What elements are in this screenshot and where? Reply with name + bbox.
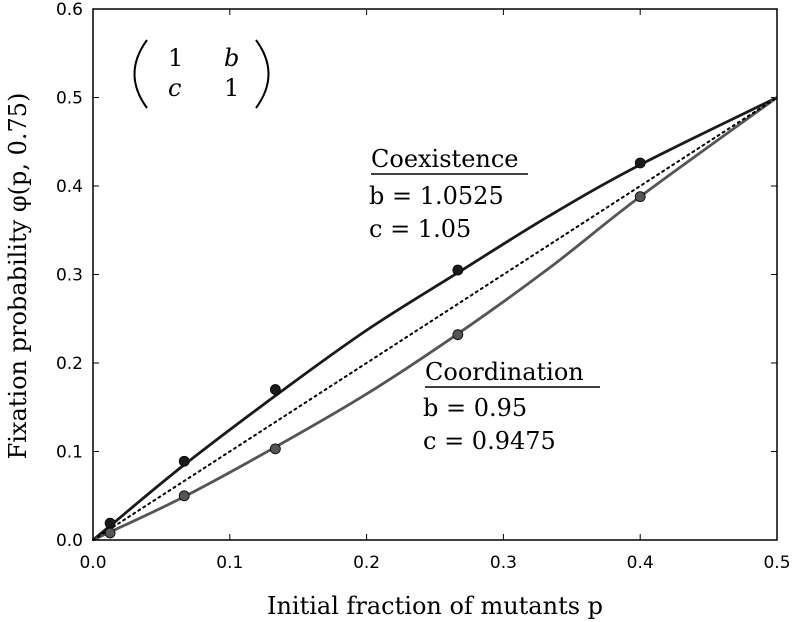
coexistence-heading: Coexistence	[371, 145, 519, 173]
matrix-right-paren	[255, 39, 270, 109]
x-tick-label: 0.5	[763, 553, 790, 573]
x-axis-label: Initial fraction of mutants p	[267, 592, 603, 620]
y-tick-label: 0.5	[56, 89, 83, 109]
coordination-b: b = 0.95	[423, 394, 527, 422]
coexistence-b: b = 1.0525	[369, 182, 504, 210]
y-tick-label: 0.0	[56, 531, 83, 551]
annotation-coexistence: Coexistence b = 1.0525 c = 1.05	[369, 145, 528, 243]
series-points	[104, 157, 646, 539]
x-tick-label: 0.4	[627, 553, 654, 573]
matrix-a11: 1	[168, 44, 183, 72]
matrix-a21: c	[168, 74, 181, 102]
coordination-c: c = 0.9475	[423, 427, 556, 455]
coexistence-point	[178, 455, 190, 467]
y-tick-label: 0.2	[56, 354, 83, 374]
y-tick-label: 0.1	[56, 443, 83, 463]
series-curves	[92, 96, 778, 542]
x-tick-label: 0.0	[79, 553, 106, 573]
y-tick-label: 0.6	[56, 0, 83, 20]
coordination-point	[104, 527, 116, 539]
coexistence-point	[634, 157, 646, 169]
coordination-point	[452, 329, 464, 341]
x-tick-label: 0.2	[353, 553, 380, 573]
coexistence-point	[452, 264, 464, 276]
matrix-a12: b	[224, 44, 239, 72]
matrix-a22: 1	[224, 74, 239, 102]
y-axis-label: Fixation probability φ(p, 0.75)	[4, 93, 32, 460]
annotation-coordination: Coordination b = 0.95 c = 0.9475	[423, 358, 600, 455]
x-tick-label: 0.3	[490, 553, 517, 573]
coordination-heading: Coordination	[425, 358, 584, 386]
plot-frame	[92, 8, 778, 541]
reference-diagonal-line	[92, 96, 778, 541]
y-tick-label: 0.3	[56, 266, 83, 286]
coordination-point	[634, 191, 646, 203]
coordination-line	[92, 96, 778, 542]
coordination-point	[269, 443, 281, 455]
coexistence-line	[92, 96, 778, 542]
matrix-left-paren	[133, 39, 148, 109]
axis-ticks: 0.0 0.1 0.2 0.3 0.4 0.5 0.0 0.1 0.2 0.3 0.4 0.5 0.6	[56, 0, 791, 573]
y-tick-label: 0.4	[56, 177, 83, 197]
payoff-matrix: 1 b c 1	[133, 39, 270, 109]
coexistence-c: c = 1.05	[369, 215, 471, 243]
coexistence-point	[104, 517, 116, 529]
coexistence-point	[269, 384, 281, 395]
x-tick-label: 0.1	[216, 553, 243, 573]
coordination-point	[178, 490, 190, 502]
